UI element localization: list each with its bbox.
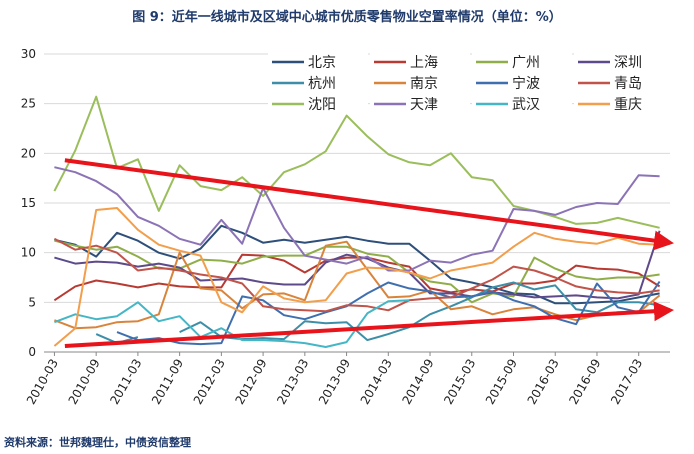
x-tick-label: 2014-03	[358, 357, 395, 407]
x-tick-label: 2016-03	[525, 357, 562, 407]
legend-bg	[472, 95, 572, 114]
legend-bg	[370, 95, 470, 114]
y-tick-label: 0	[28, 345, 36, 359]
legend-label: 重庆	[614, 97, 642, 113]
series-line-0	[54, 224, 660, 305]
legend-bg	[574, 53, 674, 72]
legend-label: 青岛	[614, 76, 642, 92]
x-tick-label: 2013-09	[316, 357, 353, 407]
legend-label: 天津	[410, 97, 438, 113]
x-tick-label: 2012-03	[191, 357, 228, 407]
y-tick-label: 20	[21, 146, 36, 160]
series-line-6	[116, 280, 661, 346]
series-line-2	[54, 239, 660, 304]
x-tick-label: 2014-09	[399, 357, 436, 407]
legend-bg	[574, 95, 674, 114]
source-note: 资料来源：世邦魏理仕，中债资信整理	[4, 436, 191, 449]
x-tick-label: 2015-03	[441, 357, 478, 407]
legend-bg	[472, 74, 572, 93]
series-layer	[53, 95, 661, 348]
legend-bg	[370, 74, 470, 93]
y-tick-label: 5	[28, 295, 36, 309]
x-tick-label: 2013-03	[274, 357, 311, 407]
y-tick-label: 30	[21, 47, 36, 61]
y-tick-label: 25	[21, 97, 36, 111]
trend-arrow-1	[64, 301, 674, 349]
annotation-layer	[64, 158, 674, 349]
trend-arrow-0	[64, 158, 674, 251]
legend-label: 深圳	[614, 55, 642, 71]
series-line-7	[53, 237, 660, 313]
series-line-10	[54, 299, 410, 348]
x-tick-label: 2010-03	[24, 357, 61, 407]
x-tick-label: 2016-09	[566, 357, 603, 407]
legend-bg	[268, 53, 368, 72]
legend-label: 北京	[308, 55, 336, 71]
x-tick-label: 2015-09	[483, 357, 520, 407]
x-tick-label: 2011-09	[149, 357, 186, 407]
legend-label: 沈阳	[308, 97, 336, 113]
legend-bg	[472, 53, 572, 72]
x-tick-label: 2012-09	[233, 357, 270, 407]
legend-label: 武汉	[512, 97, 540, 113]
series-line-4	[95, 281, 660, 345]
chart-title: 图 9：近年一线城市及区域中心城市优质零售物业空置率情况（单位：%）	[132, 10, 562, 25]
legend-bg	[268, 74, 368, 93]
legend-label: 广州	[512, 55, 540, 71]
x-tick-label: 2010-09	[66, 357, 103, 407]
legend-bg	[574, 74, 674, 93]
x-tick-label: 2017-03	[608, 357, 645, 407]
y-tick-label: 15	[21, 196, 36, 210]
legend-label: 杭州	[308, 76, 336, 92]
y-tick-label: 10	[21, 246, 36, 260]
x-tick-label: 2011-03	[107, 357, 144, 407]
legend-label: 上海	[410, 55, 438, 71]
legend-bg	[268, 95, 368, 114]
legend-label: 南京	[410, 76, 438, 92]
series-line-9	[54, 166, 660, 272]
series-line-8	[53, 95, 660, 229]
series-line-11	[53, 207, 660, 347]
legend-bg	[370, 53, 470, 72]
legend-label: 宁波	[512, 75, 540, 92]
